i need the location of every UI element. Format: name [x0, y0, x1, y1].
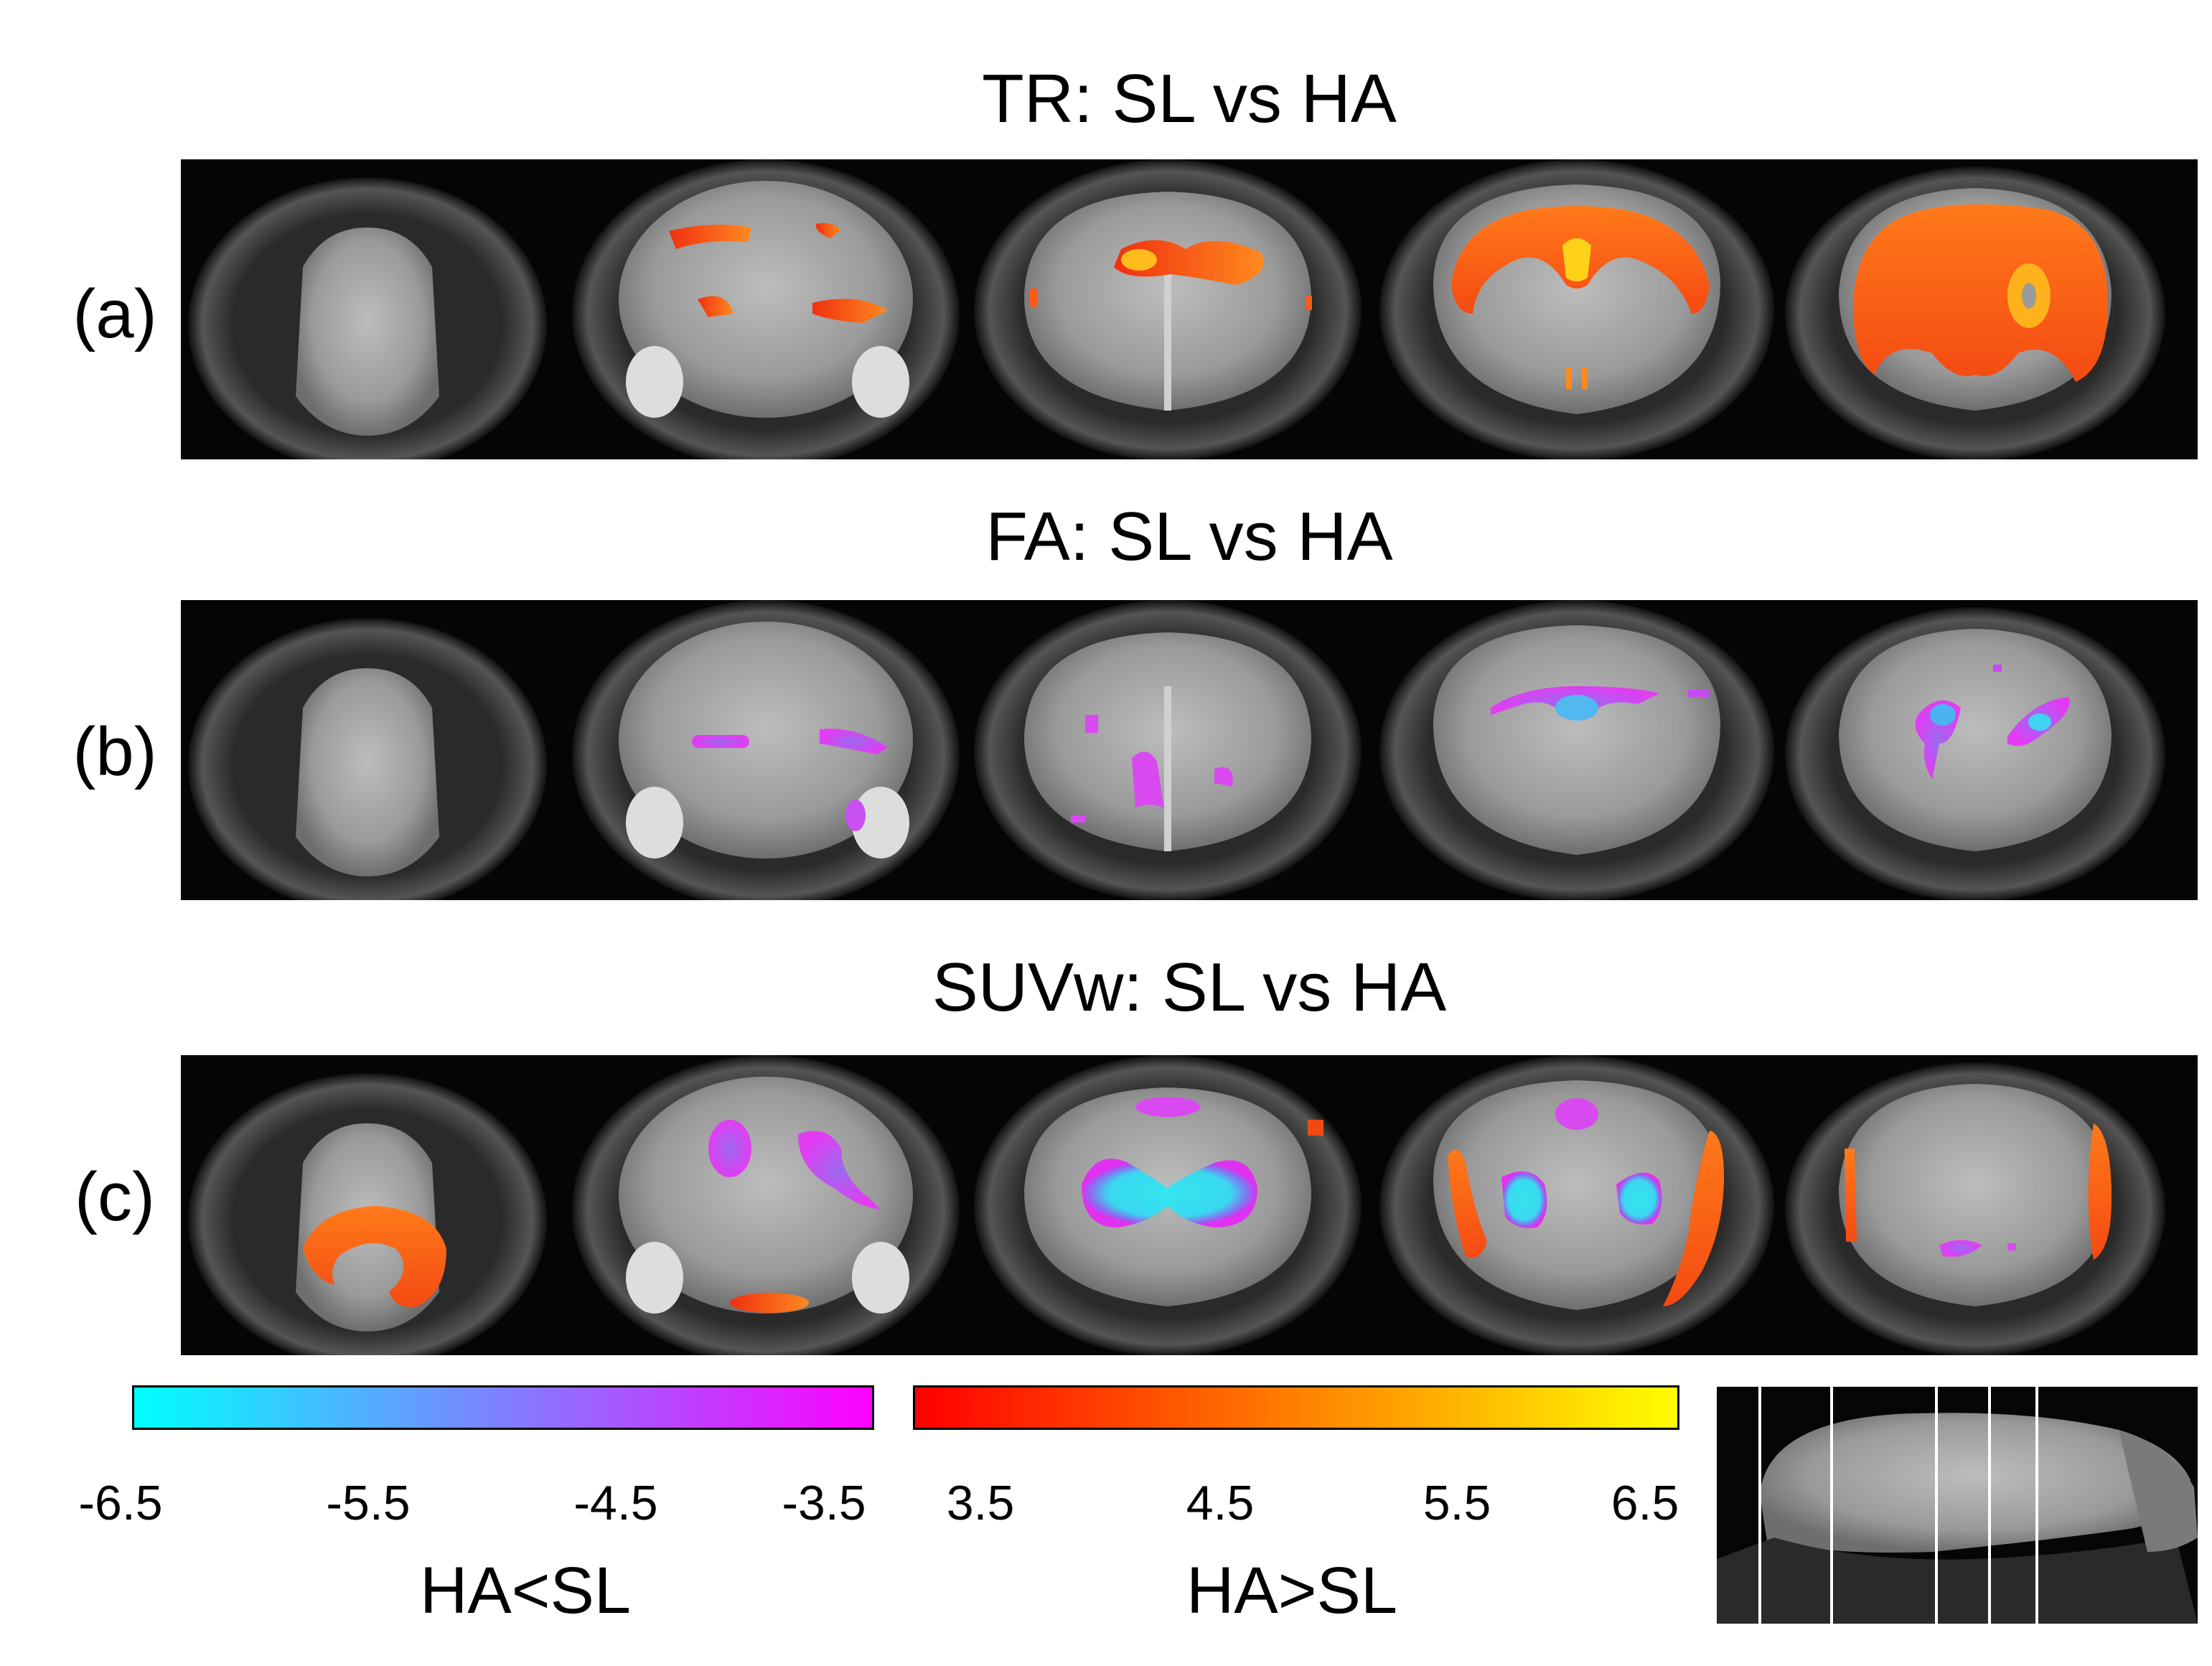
- panel-b-label: (b): [72, 713, 157, 790]
- slice-3: [974, 159, 1362, 459]
- sagittal-reference-image: [1717, 1387, 2198, 1624]
- panel-b-image-strip: [181, 600, 2198, 900]
- slice-1: [188, 177, 547, 459]
- positive-colorbar: [913, 1385, 1679, 1430]
- panel-a-label: (a): [72, 276, 157, 352]
- positive-tick-label: 4.5: [1186, 1476, 1255, 1530]
- panel-a-image-strip: [181, 159, 2198, 459]
- negative-tick-label: -3.5: [782, 1476, 866, 1530]
- panel-c-image-strip: [181, 1055, 2198, 1355]
- slice-5: [1785, 167, 2165, 459]
- positive-colorbar-caption: HA>SL: [1186, 1554, 1398, 1627]
- negative-tick-label: -6.5: [78, 1476, 163, 1530]
- slice-4: [1379, 600, 1774, 900]
- slice-3: [974, 1055, 1362, 1355]
- slice-5: [1785, 1062, 2165, 1355]
- negative-colorbar-caption: HA<SL: [419, 1554, 632, 1627]
- slice-4: [1379, 159, 1774, 459]
- panel-a-title: TR: SL vs HA: [982, 60, 1397, 137]
- panel-b-title: FA: SL vs HA: [985, 498, 1393, 575]
- slice-1: [188, 618, 547, 900]
- slice-2: [572, 159, 960, 459]
- slice-position-lines: [1758, 1387, 2038, 1624]
- slice-2: [572, 600, 960, 900]
- panel-c-title: SUVw: SL vs HA: [932, 949, 1447, 1026]
- slice-4: [1379, 1055, 1774, 1355]
- panel-c-label: (c): [75, 1159, 155, 1235]
- negative-tick-label: -4.5: [573, 1476, 658, 1530]
- positive-tick-label: 5.5: [1423, 1476, 1491, 1530]
- slice-5: [1785, 607, 2165, 900]
- positive-tick-label: 6.5: [1611, 1476, 1679, 1530]
- positive-tick-label: 3.5: [946, 1476, 1015, 1530]
- negative-tick-label: -5.5: [326, 1476, 411, 1530]
- slice-3: [974, 600, 1362, 900]
- slice-2: [572, 1055, 960, 1355]
- slice-1: [188, 1073, 547, 1355]
- negative-colorbar: [132, 1385, 874, 1430]
